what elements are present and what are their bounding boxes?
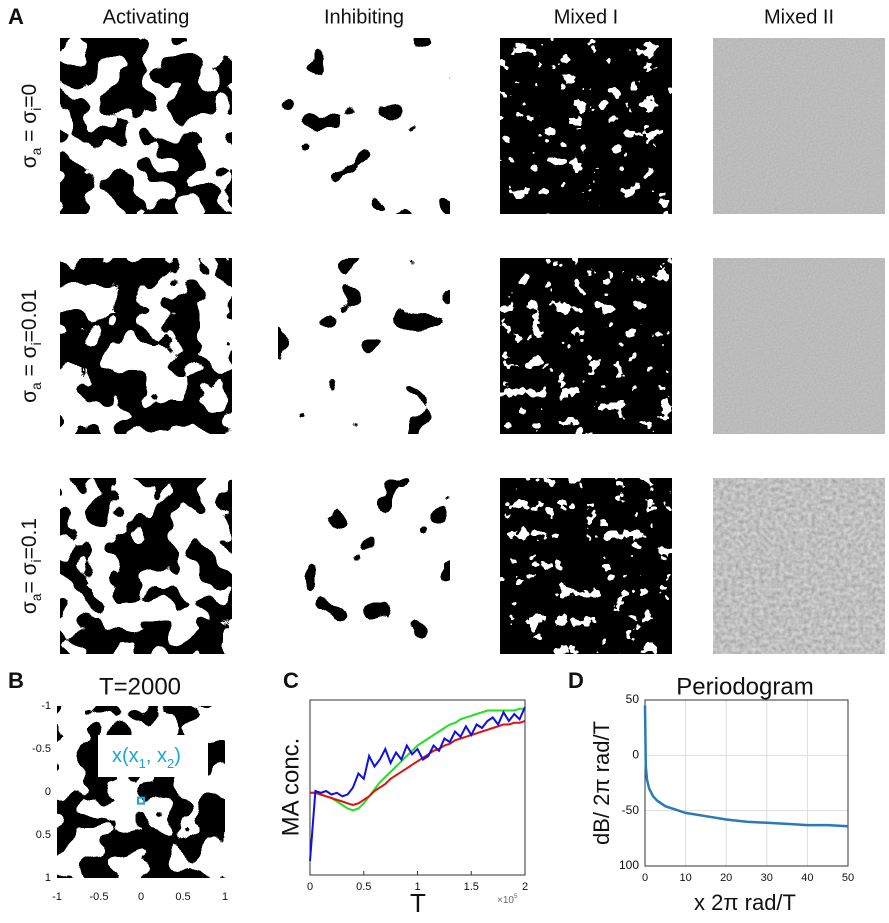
annotation-box bbox=[98, 735, 208, 777]
line-series bbox=[643, 705, 849, 828]
x-tick-label: 0 bbox=[307, 881, 313, 893]
subscript: a bbox=[29, 593, 44, 601]
subscript: a bbox=[29, 147, 44, 155]
y-tick-label: 50 bbox=[626, 692, 640, 706]
panel-label: A bbox=[8, 4, 24, 29]
column-header: Inhibiting bbox=[324, 6, 404, 28]
plot-frame bbox=[309, 699, 526, 876]
plot-area bbox=[309, 699, 526, 876]
line-series bbox=[309, 706, 526, 862]
line-series bbox=[310, 720, 526, 807]
y-tick-label: 0 bbox=[632, 748, 639, 762]
column-header: Mixed I bbox=[554, 6, 618, 28]
y-axis-label: MA conc. bbox=[277, 738, 304, 837]
x-tick-label: 10 bbox=[679, 872, 691, 884]
label: σa= σi=0.1 bbox=[18, 518, 45, 614]
subscript: a bbox=[29, 382, 44, 390]
x-tick-label: 0 bbox=[138, 891, 144, 903]
text-part: ) bbox=[174, 745, 181, 767]
pattern-image bbox=[278, 258, 450, 434]
pattern-image bbox=[713, 478, 885, 654]
y-tick-label: 100 bbox=[619, 858, 639, 872]
y-tick-label: 0 bbox=[45, 786, 51, 798]
pattern-image bbox=[60, 38, 232, 214]
text-part: =0.1 bbox=[18, 518, 41, 559]
y-tick-label: -0.5 bbox=[32, 743, 51, 755]
x-tick-label: 1 bbox=[222, 891, 228, 903]
pattern-image bbox=[500, 478, 672, 654]
label: σa = σi=0.01 bbox=[18, 289, 45, 403]
y-axis-label: dB/ 2π rad/T bbox=[589, 721, 614, 845]
x-tick-label: -0.5 bbox=[90, 891, 109, 903]
x-tick-label: 2 bbox=[522, 881, 528, 893]
pattern-image bbox=[57, 706, 225, 878]
pattern-image bbox=[500, 258, 672, 434]
x-tick-label: 50 bbox=[842, 872, 854, 884]
x-tick-label: 40 bbox=[801, 872, 813, 884]
text-part: σ bbox=[18, 155, 41, 168]
pattern-image bbox=[278, 478, 450, 654]
x-tick-label: 0.5 bbox=[356, 881, 371, 893]
pattern-image bbox=[60, 478, 232, 654]
text-part: = σ bbox=[18, 111, 41, 148]
x-tick-label: 20 bbox=[720, 872, 732, 884]
subscript: i bbox=[29, 342, 44, 345]
pattern-image bbox=[713, 258, 885, 434]
y-tick-label: -1 bbox=[41, 700, 51, 712]
point-marker bbox=[137, 796, 145, 805]
text-part: =0 bbox=[18, 84, 41, 108]
panel-label: C bbox=[283, 668, 299, 693]
plot-area bbox=[644, 699, 849, 867]
panel-title: T=2000 bbox=[99, 673, 181, 700]
label: ×105 bbox=[497, 893, 518, 905]
subscript: 1 bbox=[139, 756, 146, 771]
y-tick-label: -50 bbox=[622, 803, 640, 817]
subscript: 5 bbox=[514, 893, 518, 900]
text-part: σ bbox=[18, 601, 41, 614]
text-part: x(x bbox=[112, 745, 139, 767]
text-part: , x bbox=[146, 745, 167, 767]
text-part: =0.01 bbox=[18, 289, 41, 342]
x-axis-label: T bbox=[410, 888, 426, 918]
subscript: 2 bbox=[167, 756, 174, 771]
text-part: σ bbox=[18, 390, 41, 403]
line-series bbox=[310, 707, 525, 812]
x-tick-label: 1.5 bbox=[464, 881, 479, 893]
column-header: Mixed II bbox=[764, 6, 834, 28]
pattern-image bbox=[713, 38, 885, 214]
x-tick-label: -1 bbox=[52, 891, 62, 903]
text-part: ×10 bbox=[497, 895, 514, 906]
y-tick-label: 0.5 bbox=[36, 829, 51, 841]
y-tick-label: 1 bbox=[45, 872, 51, 884]
x-tick-label: 0 bbox=[642, 872, 648, 884]
x-axis-label: x 2π rad/T bbox=[694, 890, 796, 915]
text-part: = σ bbox=[18, 562, 41, 593]
plot-frame bbox=[644, 699, 849, 867]
panel-label: D bbox=[568, 668, 584, 693]
pattern-image bbox=[60, 258, 232, 434]
pattern-image bbox=[500, 38, 672, 214]
panel-label: B bbox=[8, 668, 24, 693]
x-tick-label: 0.5 bbox=[175, 891, 190, 903]
subscript: i bbox=[29, 108, 44, 111]
text-part: = σ bbox=[18, 345, 41, 382]
label: σa = σi=0 bbox=[18, 84, 45, 168]
column-header: Activating bbox=[103, 6, 190, 28]
x-tick-label: 1 bbox=[414, 881, 420, 893]
pattern-image bbox=[278, 38, 450, 214]
subscript: i bbox=[29, 559, 44, 562]
label: x(x1, x2) bbox=[112, 745, 181, 771]
x-tick-label: 30 bbox=[761, 872, 773, 884]
panel-title: Periodogram bbox=[676, 673, 813, 700]
